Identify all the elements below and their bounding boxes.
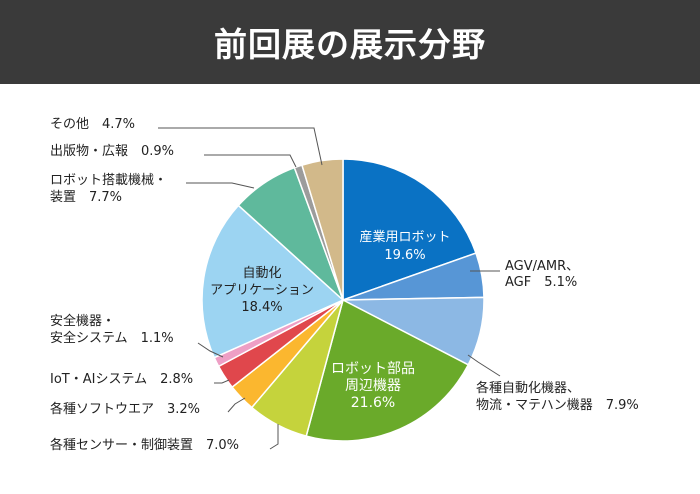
title-bar: 前回展の展示分野	[0, 0, 700, 84]
slice-labels: 産業用ロボット 19.6% AGV/AMR、 AGF 5.1% 各種自動化機器、物流・マ…	[50, 117, 639, 453]
slice-label-1: 産業用ロボット 19.6%	[359, 229, 450, 263]
slice-label-12: その他 4.7%	[50, 117, 135, 132]
leader-line-8	[197, 342, 224, 358]
pie-slice-9	[201, 204, 345, 359]
slice-label-6: 各種ソフトウエア 3.2%	[50, 401, 200, 417]
pie-slices	[201, 158, 485, 442]
slice-label-3: 各種自動化機器、物流・マテハン機器 7.9%	[476, 380, 639, 413]
leader-line-6	[227, 397, 246, 413]
leader-lines	[158, 127, 501, 450]
slice-label-8: 安全機器・安全システム 1.1%	[50, 313, 174, 346]
slice-label-7: IoT・AIシステム 2.8%	[50, 372, 193, 387]
slice-label-5: 各種センサー・制御装置 7.0%	[50, 437, 239, 453]
leader-line-3	[467, 354, 501, 377]
slice-label-11: 出版物・広報 0.9%	[50, 144, 174, 159]
slice-label-2: AGV/AMR、 AGF 5.1%	[505, 259, 579, 290]
leader-line-10	[186, 182, 255, 189]
leader-line-11	[204, 154, 297, 168]
page-title: 前回展の展示分野	[214, 25, 486, 64]
leader-line-12	[158, 127, 323, 166]
slice-label-4: ロボット部品周辺機器 21.6%	[331, 361, 415, 411]
slice-label-10: ロボット搭載機械・装置 7.7%	[50, 172, 167, 205]
pie-slice-4	[305, 298, 470, 442]
pie-slice-12	[301, 158, 344, 301]
leader-line-7	[214, 379, 230, 384]
slice-label-9: 自動化アプリケーション 18.4%	[210, 266, 314, 315]
leader-line-5	[269, 424, 279, 450]
